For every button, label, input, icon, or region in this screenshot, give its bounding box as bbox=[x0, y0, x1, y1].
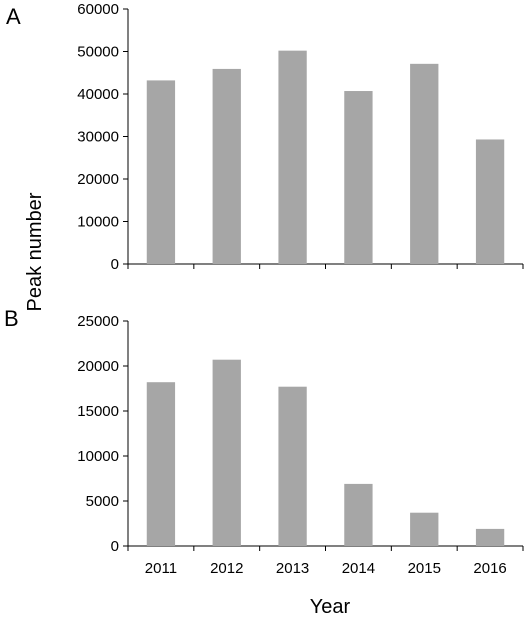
x-axis-title: Year bbox=[310, 596, 351, 618]
chart-panel-b: 0 5000 10000 15000 20000 25000 2011 2012 2013 201… bbox=[77, 313, 524, 577]
bar-b-2012 bbox=[212, 359, 241, 546]
x-tick-label-b: 2015 bbox=[408, 560, 441, 577]
bar-b-2013 bbox=[278, 386, 307, 546]
x-tick-label-b: 2012 bbox=[210, 560, 243, 577]
panel-a-letter: A bbox=[6, 4, 21, 29]
bar-b-2015 bbox=[410, 512, 439, 546]
y-tick-label-b: 25000 bbox=[77, 313, 119, 330]
bar-b-2016 bbox=[475, 528, 505, 546]
y-axis-title: Peak number bbox=[24, 192, 46, 311]
bar-a-2013 bbox=[278, 50, 307, 265]
bar-b-2011 bbox=[146, 382, 176, 546]
x-tick-label-b: 2013 bbox=[276, 560, 309, 577]
bar-a-2016 bbox=[475, 139, 505, 264]
y-tick-label-b: 10000 bbox=[77, 448, 119, 465]
y-tick-label-a: 0 bbox=[111, 256, 119, 273]
bar-a-2015 bbox=[410, 63, 439, 265]
y-tick-label-a: 40000 bbox=[77, 86, 119, 103]
y-tick-label-b: 0 bbox=[111, 538, 119, 555]
x-tick-label-b: 2014 bbox=[342, 560, 375, 577]
chart-panel-a: 0 10000 20000 30000 40000 50000 60000 bbox=[77, 1, 524, 273]
y-tick-label-a: 60000 bbox=[77, 1, 119, 18]
y-tick-label-a: 10000 bbox=[77, 214, 119, 231]
y-tick-label-a: 30000 bbox=[77, 129, 119, 146]
x-tick-label-b: 2016 bbox=[473, 560, 506, 577]
panel-b-letter: B bbox=[4, 306, 19, 331]
y-tick-label-b: 20000 bbox=[77, 358, 119, 375]
y-tick-label-b: 5000 bbox=[86, 493, 119, 510]
bar-b-2014 bbox=[344, 483, 373, 546]
x-tick-label-b: 2011 bbox=[145, 560, 177, 577]
y-tick-label-a: 20000 bbox=[77, 171, 119, 188]
bar-a-2014 bbox=[344, 91, 373, 265]
bar-a-2012 bbox=[212, 68, 241, 264]
y-tick-label-b: 15000 bbox=[77, 403, 119, 420]
bar-a-2011 bbox=[146, 80, 176, 265]
y-tick-label-a: 50000 bbox=[77, 44, 119, 61]
